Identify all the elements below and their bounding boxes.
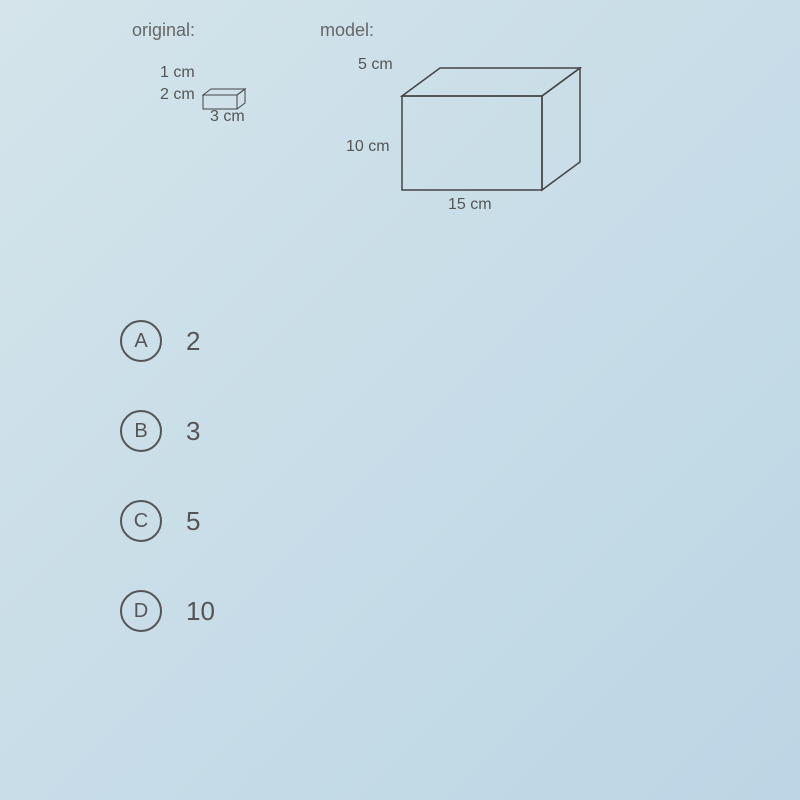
answer-options: A 2 B 3 C 5 D 10 [120,320,215,680]
original-dim-depth: 2 cm [160,86,195,104]
original-label: original: [132,20,195,41]
option-letter: D [134,600,148,623]
answer-option-a[interactable]: A 2 [120,320,215,362]
model-dim-width: 15 cm [448,196,492,214]
model-label: model: [320,20,374,41]
option-value: 10 [186,596,215,627]
answer-option-b[interactable]: B 3 [120,410,215,452]
option-letter: A [134,330,147,353]
answer-option-c[interactable]: C 5 [120,500,215,542]
original-prism [202,88,252,116]
option-letter: C [134,510,148,533]
option-letter-circle: C [120,500,162,542]
option-value: 5 [186,506,200,537]
diagram-area: original: model: 1 cm 2 cm 3 cm 5 cm 10 … [120,20,680,260]
model-dim-height: 10 cm [346,138,390,156]
option-letter-circle: B [120,410,162,452]
answer-option-d[interactable]: D 10 [120,590,215,632]
option-value: 2 [186,326,200,357]
option-letter: B [134,420,147,443]
original-dim-height: 1 cm [160,64,195,82]
option-letter-circle: D [120,590,162,632]
option-value: 3 [186,416,200,447]
option-letter-circle: A [120,320,162,362]
model-prism [400,66,590,198]
model-dim-depth: 5 cm [358,56,393,74]
